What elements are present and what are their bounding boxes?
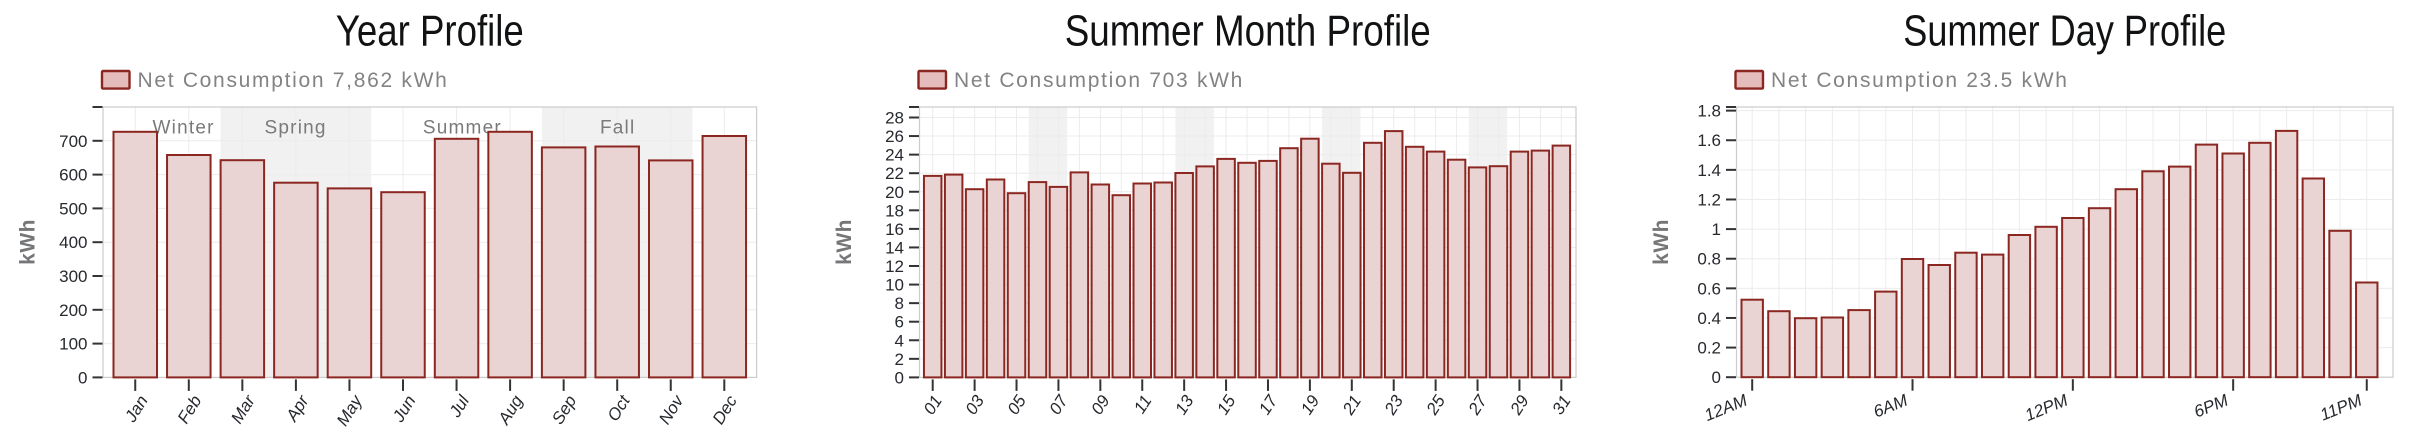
svg-text:6AM: 6AM [1871, 390, 1911, 421]
svg-text:200: 200 [59, 301, 87, 320]
svg-text:10: 10 [885, 276, 904, 295]
svg-text:Summer Day Profile: Summer Day Profile [1903, 6, 2226, 55]
svg-text:17: 17 [1255, 391, 1282, 418]
svg-text:03: 03 [962, 391, 989, 418]
svg-text:05: 05 [1004, 391, 1031, 418]
svg-text:1: 1 [1712, 220, 1721, 239]
svg-text:Dec: Dec [709, 392, 741, 428]
svg-text:kWh: kWh [833, 219, 856, 265]
svg-text:Mar: Mar [227, 391, 259, 427]
svg-text:Spring: Spring [265, 118, 327, 139]
svg-text:28: 28 [885, 109, 904, 128]
svg-text:Winter: Winter [153, 118, 215, 139]
svg-text:Summer Month Profile: Summer Month Profile [1065, 6, 1431, 55]
svg-text:Net Consumption 23.5 kWh: Net Consumption 23.5 kWh [1771, 69, 2069, 92]
svg-text:Aug: Aug [494, 392, 527, 429]
svg-text:26: 26 [885, 127, 904, 146]
svg-text:12AM: 12AM [1702, 390, 1751, 425]
svg-text:Feb: Feb [174, 392, 206, 427]
svg-text:14: 14 [885, 238, 904, 257]
svg-text:20: 20 [885, 183, 904, 202]
svg-text:0: 0 [895, 368, 904, 387]
svg-text:6: 6 [895, 313, 904, 332]
svg-text:1.4: 1.4 [1697, 161, 1721, 180]
svg-text:2: 2 [895, 350, 904, 369]
svg-text:27: 27 [1464, 391, 1491, 419]
svg-text:Oct: Oct [604, 391, 635, 425]
svg-text:12: 12 [885, 257, 904, 276]
svg-text:21: 21 [1338, 392, 1365, 419]
svg-text:May: May [333, 391, 367, 430]
svg-text:4: 4 [895, 331, 904, 350]
svg-text:Sep: Sep [548, 392, 580, 428]
svg-text:07: 07 [1046, 391, 1073, 418]
svg-text:Apr: Apr [282, 391, 313, 425]
svg-text:kWh: kWh [1650, 219, 1673, 265]
svg-text:18: 18 [885, 201, 904, 220]
svg-text:0.6: 0.6 [1697, 279, 1721, 298]
svg-text:01: 01 [920, 392, 946, 418]
svg-text:29: 29 [1506, 391, 1533, 419]
svg-text:16: 16 [885, 220, 904, 239]
svg-text:Summer: Summer [423, 118, 502, 139]
svg-text:11: 11 [1130, 392, 1156, 417]
svg-text:13: 13 [1171, 391, 1198, 418]
svg-text:Jan: Jan [121, 392, 152, 426]
svg-text:12PM: 12PM [2022, 390, 2071, 425]
svg-text:19: 19 [1297, 391, 1324, 418]
svg-text:0.2: 0.2 [1697, 339, 1721, 358]
svg-text:6PM: 6PM [2191, 390, 2231, 421]
svg-text:25: 25 [1422, 391, 1449, 419]
svg-text:0.8: 0.8 [1697, 250, 1721, 269]
svg-text:100: 100 [59, 335, 87, 354]
svg-text:22: 22 [885, 164, 904, 183]
svg-text:Jul: Jul [445, 391, 474, 421]
svg-text:31: 31 [1548, 392, 1574, 418]
svg-text:300: 300 [59, 267, 87, 286]
svg-text:09: 09 [1087, 391, 1114, 418]
svg-text:1.8: 1.8 [1697, 102, 1721, 121]
svg-text:Nov: Nov [655, 391, 688, 428]
svg-text:kWh: kWh [17, 219, 40, 265]
svg-text:600: 600 [59, 166, 87, 185]
svg-text:0: 0 [1712, 368, 1721, 387]
svg-text:1.2: 1.2 [1697, 190, 1721, 209]
svg-text:15: 15 [1213, 391, 1240, 418]
svg-text:8: 8 [895, 294, 904, 313]
svg-text:700: 700 [59, 132, 87, 151]
svg-text:Jun: Jun [388, 392, 419, 426]
svg-text:Fall: Fall [600, 118, 635, 139]
svg-text:Net Consumption 7,862 kWh: Net Consumption 7,862 kWh [138, 69, 449, 92]
svg-text:500: 500 [59, 199, 87, 218]
svg-text:0: 0 [78, 368, 87, 387]
svg-text:Net Consumption 703 kWh: Net Consumption 703 kWh [954, 69, 1244, 92]
svg-text:1.6: 1.6 [1697, 131, 1721, 150]
svg-text:Year Profile: Year Profile [336, 6, 524, 55]
svg-text:11PM: 11PM [2317, 390, 2365, 424]
svg-text:23: 23 [1380, 391, 1407, 419]
svg-text:24: 24 [885, 146, 904, 165]
svg-text:0.4: 0.4 [1697, 309, 1721, 328]
svg-text:400: 400 [59, 233, 87, 252]
